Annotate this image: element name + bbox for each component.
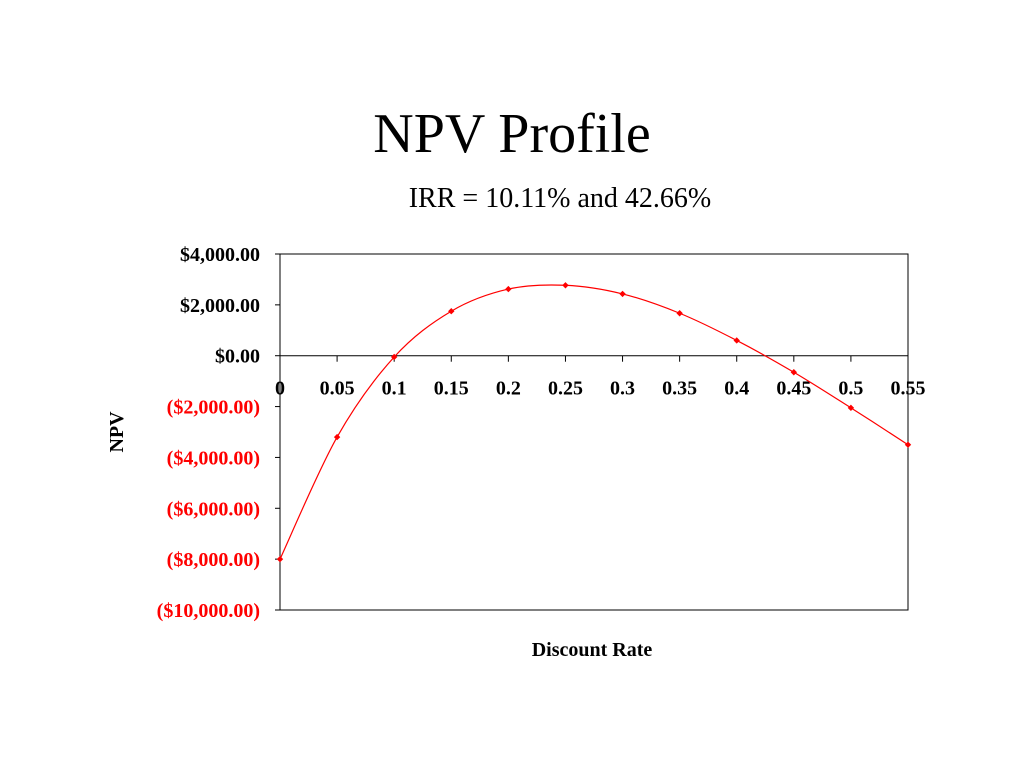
y-tick-label: ($6,000.00) bbox=[167, 498, 260, 520]
y-tick-label: $0.00 bbox=[215, 346, 260, 368]
y-tick-label: $4,000.00 bbox=[180, 244, 260, 266]
data-point bbox=[619, 290, 626, 298]
y-tick-label: ($2,000.00) bbox=[167, 397, 260, 419]
x-tick-label: 0 bbox=[275, 378, 285, 400]
data-point bbox=[562, 282, 569, 289]
y-tick-label: ($4,000.00) bbox=[167, 447, 260, 469]
x-axis: 0 0.05 0.1 0.15 0.2 0.25 0.3 0.35 0.4 0.45 0.5 0.55 bbox=[275, 355, 926, 400]
x-tick-label: 0.45 bbox=[776, 378, 811, 400]
x-tick-label: 0.1 bbox=[382, 378, 407, 400]
chart-subtitle: IRR = 10.11% and 42.66% bbox=[408, 183, 712, 214]
plot-area-border bbox=[279, 253, 909, 611]
data-point bbox=[333, 433, 341, 441]
y-axis: $4,000.00 $2,000.00 $0.00 ($2,000.00) ($4,00… bbox=[157, 244, 280, 622]
data-point bbox=[505, 285, 512, 293]
data-point bbox=[790, 369, 798, 376]
slide-title: NPV Profile bbox=[373, 103, 651, 165]
data-point bbox=[390, 353, 398, 361]
data-point bbox=[904, 441, 912, 448]
x-tick-label: 0.15 bbox=[434, 378, 469, 400]
x-tick-label: 0.3 bbox=[610, 378, 635, 400]
data-point bbox=[847, 404, 855, 412]
x-axis-title: Discount Rate bbox=[532, 639, 653, 661]
y-tick-label: $2,000.00 bbox=[180, 295, 260, 317]
x-tick-label: 0.55 bbox=[891, 378, 926, 400]
x-tick-label: 0.2 bbox=[496, 378, 521, 400]
data-point bbox=[448, 308, 455, 315]
series-markers bbox=[276, 282, 912, 563]
x-tick-label: 0.4 bbox=[724, 378, 749, 400]
data-point bbox=[733, 337, 740, 344]
x-tick-label: 0.35 bbox=[662, 378, 697, 400]
y-axis-title: NPV bbox=[106, 411, 128, 453]
series-line bbox=[279, 284, 909, 560]
y-tick-label: ($10,000.00) bbox=[157, 600, 260, 622]
x-tick-label: 0.05 bbox=[320, 378, 355, 400]
y-tick-label: ($8,000.00) bbox=[167, 549, 260, 571]
data-point bbox=[676, 310, 683, 317]
x-tick-label: 0.25 bbox=[548, 378, 583, 400]
x-tick-label: 0.5 bbox=[838, 378, 863, 400]
data-point bbox=[276, 555, 284, 563]
